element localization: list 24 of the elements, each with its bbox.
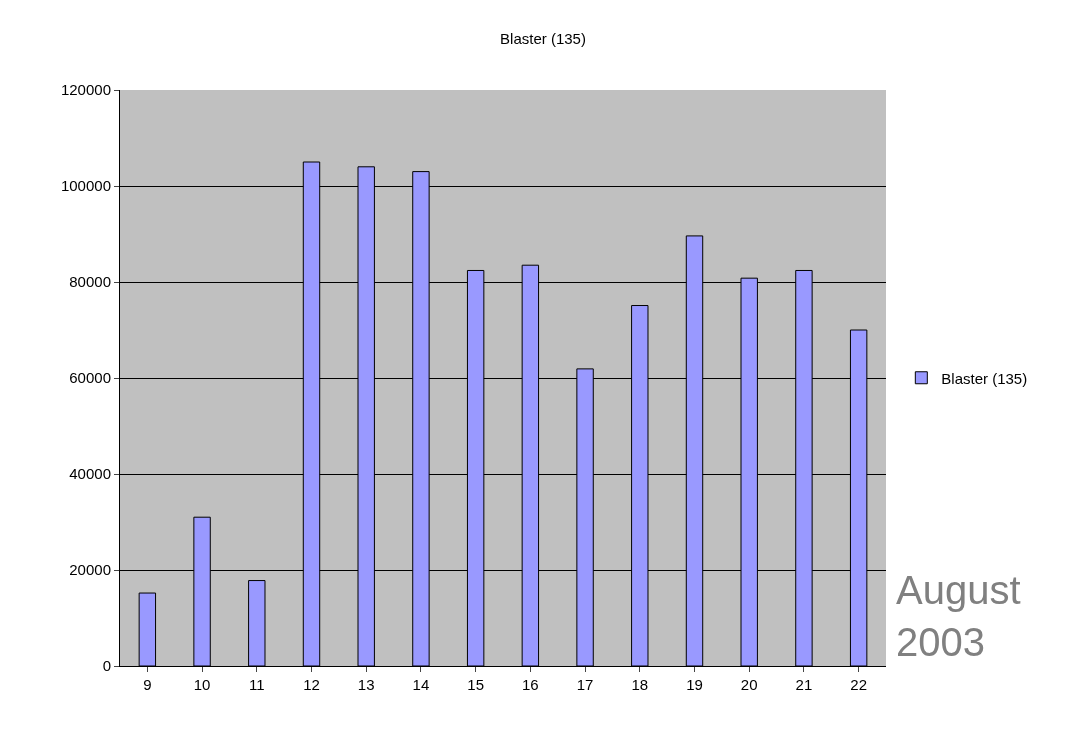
x-tick-label: 9 xyxy=(143,676,152,693)
text: August 2003 xyxy=(896,568,1021,664)
chart-title: Blaster (135) xyxy=(500,29,586,47)
x-tick-label: 18 xyxy=(631,676,649,693)
x-tick-label: 19 xyxy=(686,676,703,693)
x-tick-label: 10 xyxy=(193,676,211,693)
x-tick-label: 12 xyxy=(303,676,320,693)
y-tick-label: 0 xyxy=(102,657,111,675)
x-tick-label: 15 xyxy=(467,676,484,693)
legend-label: Blaster (135) xyxy=(941,369,1028,387)
x-tick-label: 21 xyxy=(795,676,813,693)
y-tick-label: 120000 xyxy=(60,81,111,99)
y-tick-label: 40000 xyxy=(69,465,111,483)
x-tick-label: 22 xyxy=(850,676,867,693)
x-tick-label: 20 xyxy=(740,676,758,693)
x-tick-label: 17 xyxy=(576,676,594,693)
y-tick-label: 80000 xyxy=(69,273,111,291)
x-tick-label: 16 xyxy=(522,676,539,693)
y-tick-label: 20000 xyxy=(69,561,111,579)
x-tick-label: 14 xyxy=(412,676,430,693)
y-tick-label: 60000 xyxy=(69,369,111,387)
y-tick-label: 100000 xyxy=(60,177,111,195)
x-tick-label: 11 xyxy=(249,676,265,693)
x-tick-label: 13 xyxy=(357,676,375,693)
